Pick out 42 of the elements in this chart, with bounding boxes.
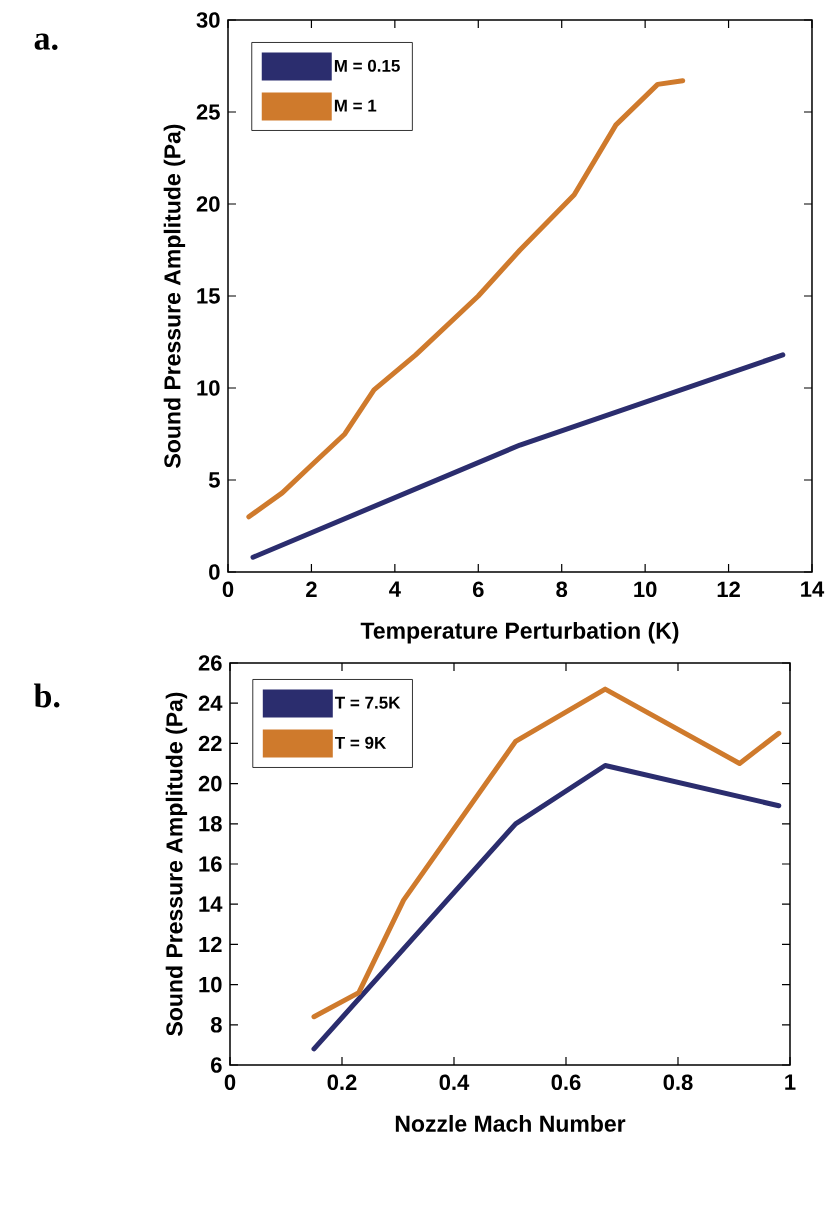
y-tick-label: 0 (209, 564, 220, 580)
y-tick-label: 22 (198, 735, 222, 752)
x-tick-label: 12 (717, 581, 741, 597)
y-tick-label: 10 (197, 380, 220, 396)
x-tick-label: 8 (556, 581, 568, 598)
legend-label: M = 0.15 (335, 59, 401, 72)
legend-label: T = 9K (335, 736, 387, 749)
y-tick-label: 30 (196, 12, 220, 28)
text: b. (34, 683, 60, 708)
y-tick-label: 15 (197, 288, 221, 304)
x-axis-title: Temperature Perturbation (K) (360, 621, 679, 644)
text: a. (34, 33, 58, 50)
y-axis-title: Sound Pressure Amplitude (Pa) (163, 124, 186, 468)
x-axis-title: Nozzle Mach Number (396, 1114, 626, 1132)
x-tick-label: 0.6 (551, 1074, 581, 1091)
x-tick-label: 0.8 (663, 1074, 693, 1091)
y-tick-label: 20 (198, 775, 222, 792)
x-tick-label: 6 (473, 581, 484, 598)
y-tick-label: 18 (199, 816, 222, 832)
x-tick-label: 2 (306, 581, 317, 597)
y-tick-label: 10 (199, 976, 222, 993)
y-tick-label: 6 (211, 1057, 222, 1073)
x-tick-label: 0.2 (327, 1074, 357, 1091)
y-axis-title: Sound Pressure Amplitude (Pa) (165, 692, 188, 1036)
x-tick-label: 14 (801, 581, 825, 597)
y-tick-label: 26 (198, 655, 222, 671)
legend-label: M = 1 (335, 99, 377, 112)
x-tick-label: 0 (224, 1074, 236, 1091)
y-tick-label: 16 (199, 856, 222, 872)
x-tick-label: 10 (634, 581, 657, 598)
y-tick-label: 8 (211, 1016, 223, 1033)
y-tick-label: 25 (196, 104, 221, 120)
y-tick-label: 20 (196, 196, 220, 212)
legend-label: T = 7.5K (335, 696, 401, 709)
y-tick-label: 14 (199, 896, 223, 912)
y-tick-label: 5 (209, 472, 221, 488)
x-tick-label: 0 (222, 581, 234, 598)
x-tick-label: 0.4 (439, 1074, 470, 1091)
x-tick-label: 1 (785, 1074, 796, 1090)
x-tick-label: 4 (389, 581, 402, 597)
y-tick-label: 24 (198, 695, 223, 711)
y-tick-label: 12 (199, 936, 222, 953)
